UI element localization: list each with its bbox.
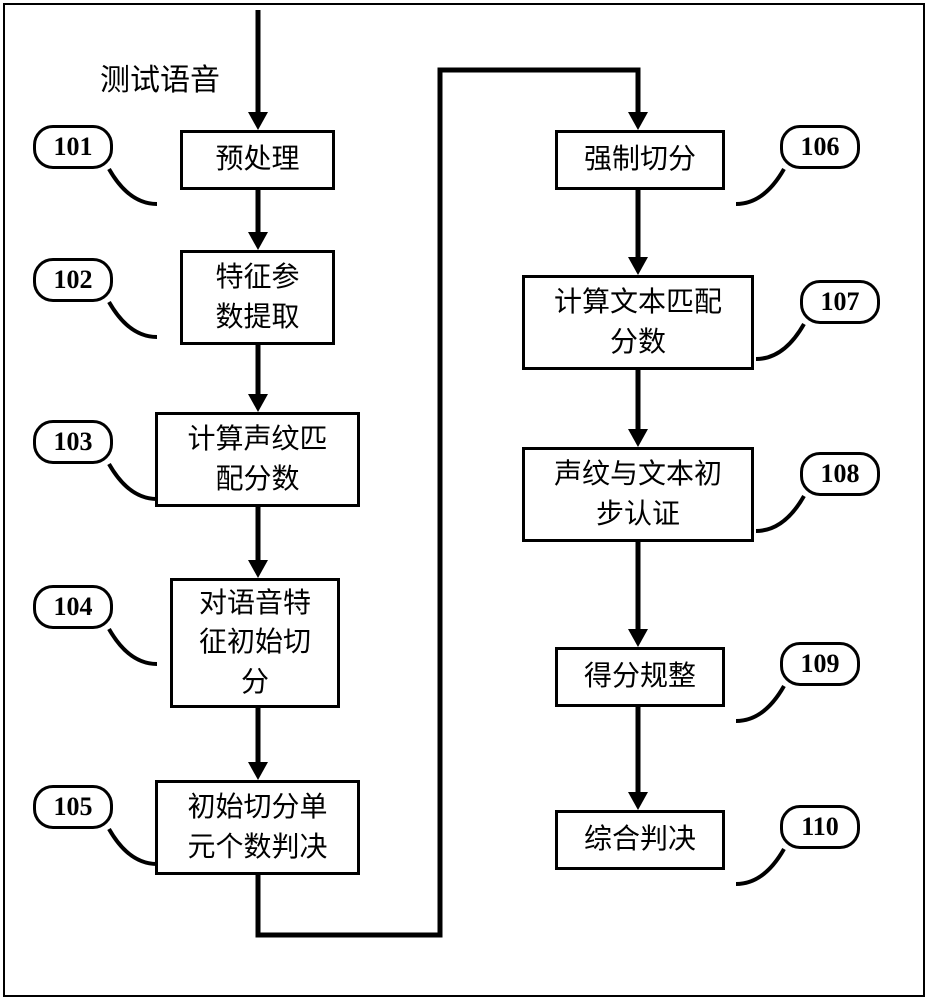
process-box-103: 计算声纹匹配分数 xyxy=(155,412,360,507)
process-box-104: 对语音特征初始切分 xyxy=(170,578,340,708)
process-box-106: 强制切分 xyxy=(555,130,725,190)
process-box-label: 声纹与文本初步认证 xyxy=(554,455,722,533)
process-box-label: 初始切分单元个数判决 xyxy=(187,788,327,866)
step-connector xyxy=(776,149,916,229)
process-box-105: 初始切分单元个数判决 xyxy=(155,780,360,875)
step-connector xyxy=(796,476,928,556)
step-connector xyxy=(776,666,916,746)
process-box-108: 声纹与文本初步认证 xyxy=(522,447,754,542)
process-box-107: 计算文本匹配分数 xyxy=(522,275,754,370)
process-box-label: 得分规整 xyxy=(584,657,696,696)
step-connector xyxy=(37,609,177,689)
process-box-label: 强制切分 xyxy=(584,140,696,179)
process-box-102: 特征参数提取 xyxy=(180,250,335,345)
step-connector xyxy=(37,444,177,524)
process-box-label: 特征参数提取 xyxy=(215,258,299,336)
process-box-label: 计算文本匹配分数 xyxy=(554,283,722,361)
step-connector xyxy=(37,149,177,229)
process-box-110: 综合判决 xyxy=(555,810,725,870)
process-box-label: 综合判决 xyxy=(584,820,696,859)
step-connector xyxy=(796,304,928,384)
process-box-label: 对语音特征初始切分 xyxy=(199,584,311,702)
step-connector xyxy=(776,829,916,909)
step-connector xyxy=(37,809,177,889)
process-box-label: 预处理 xyxy=(215,140,299,179)
process-box-109: 得分规整 xyxy=(555,647,725,707)
process-box-label: 计算声纹匹配分数 xyxy=(187,420,327,498)
process-box-101: 预处理 xyxy=(180,130,335,190)
step-connector xyxy=(37,282,177,362)
